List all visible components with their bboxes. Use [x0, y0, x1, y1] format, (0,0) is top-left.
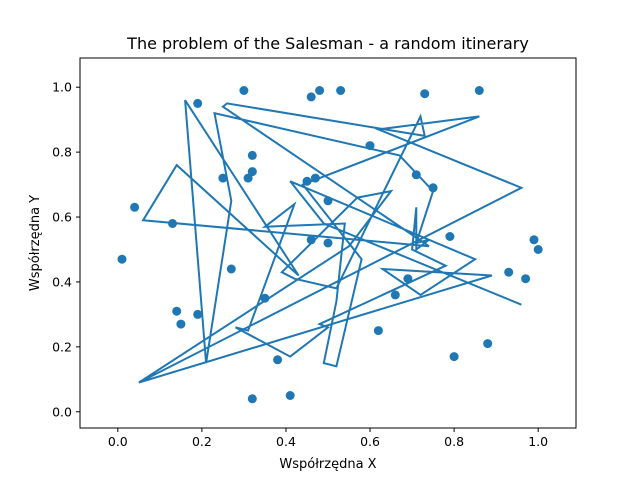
- city-point: [285, 391, 295, 400]
- city-point: [243, 173, 253, 183]
- city-point: [193, 98, 203, 108]
- city-point: [373, 326, 383, 336]
- city-point: [449, 352, 459, 362]
- y-tick-label: 0.6: [52, 210, 72, 225]
- city-point: [218, 173, 228, 183]
- city-point: [247, 394, 257, 404]
- city-point: [529, 235, 539, 245]
- city-point: [193, 309, 203, 319]
- x-tick-label: 0.4: [276, 434, 296, 449]
- y-axis: 0.0 0.2 0.4 0.6 0.8 1.0: [52, 80, 80, 419]
- x-tick-label: 0.6: [360, 434, 380, 449]
- x-tick-label: 1.0: [528, 434, 548, 449]
- city-point: [365, 141, 375, 151]
- y-tick-label: 1.0: [52, 80, 72, 95]
- city-point: [336, 86, 346, 95]
- city-point: [323, 238, 333, 248]
- city-point: [226, 264, 236, 274]
- y-tick-label: 0.2: [52, 339, 72, 354]
- city-point: [273, 355, 283, 365]
- plot-frame: [79, 57, 577, 429]
- x-axis-label: Współrzędna X: [279, 457, 376, 472]
- city-point: [390, 290, 400, 300]
- city-point: [168, 219, 177, 228]
- city-point: [533, 245, 543, 254]
- route-line-layer: [138, 99, 524, 384]
- city-point: [428, 183, 438, 193]
- city-point: [504, 267, 514, 277]
- city-points-layer: [117, 86, 543, 404]
- x-axis: 0.0 0.2 0.4 0.6 0.8 1.0: [108, 428, 548, 449]
- city-point: [306, 92, 316, 102]
- route-line: [138, 99, 524, 384]
- city-point: [247, 167, 257, 177]
- city-point: [260, 293, 270, 303]
- city-point: [239, 86, 249, 95]
- city-point: [117, 254, 127, 264]
- city-point: [445, 232, 455, 241]
- city-point: [310, 173, 320, 183]
- x-tick-label: 0.8: [444, 434, 464, 449]
- city-point: [172, 306, 182, 316]
- x-tick-label: 0.0: [108, 434, 128, 449]
- city-point: [315, 86, 325, 95]
- city-point: [130, 202, 140, 212]
- city-point: [420, 89, 430, 99]
- chart-title: The problem of the Salesman - a random i…: [126, 34, 529, 53]
- city-point: [176, 319, 186, 329]
- city-point: [306, 235, 316, 245]
- city-point: [483, 339, 493, 349]
- y-tick-label: 0.4: [52, 274, 72, 289]
- x-tick-label: 0.2: [192, 434, 212, 449]
- city-point: [521, 274, 531, 284]
- city-point: [403, 274, 413, 284]
- city-point: [302, 176, 312, 186]
- city-point: [323, 196, 333, 206]
- city-point: [247, 150, 257, 160]
- city-point: [411, 170, 421, 180]
- city-point: [474, 86, 484, 95]
- y-tick-label: 0.0: [52, 404, 72, 419]
- y-axis-label: Współrzędna Y: [28, 195, 43, 291]
- y-tick-label: 0.8: [52, 145, 72, 160]
